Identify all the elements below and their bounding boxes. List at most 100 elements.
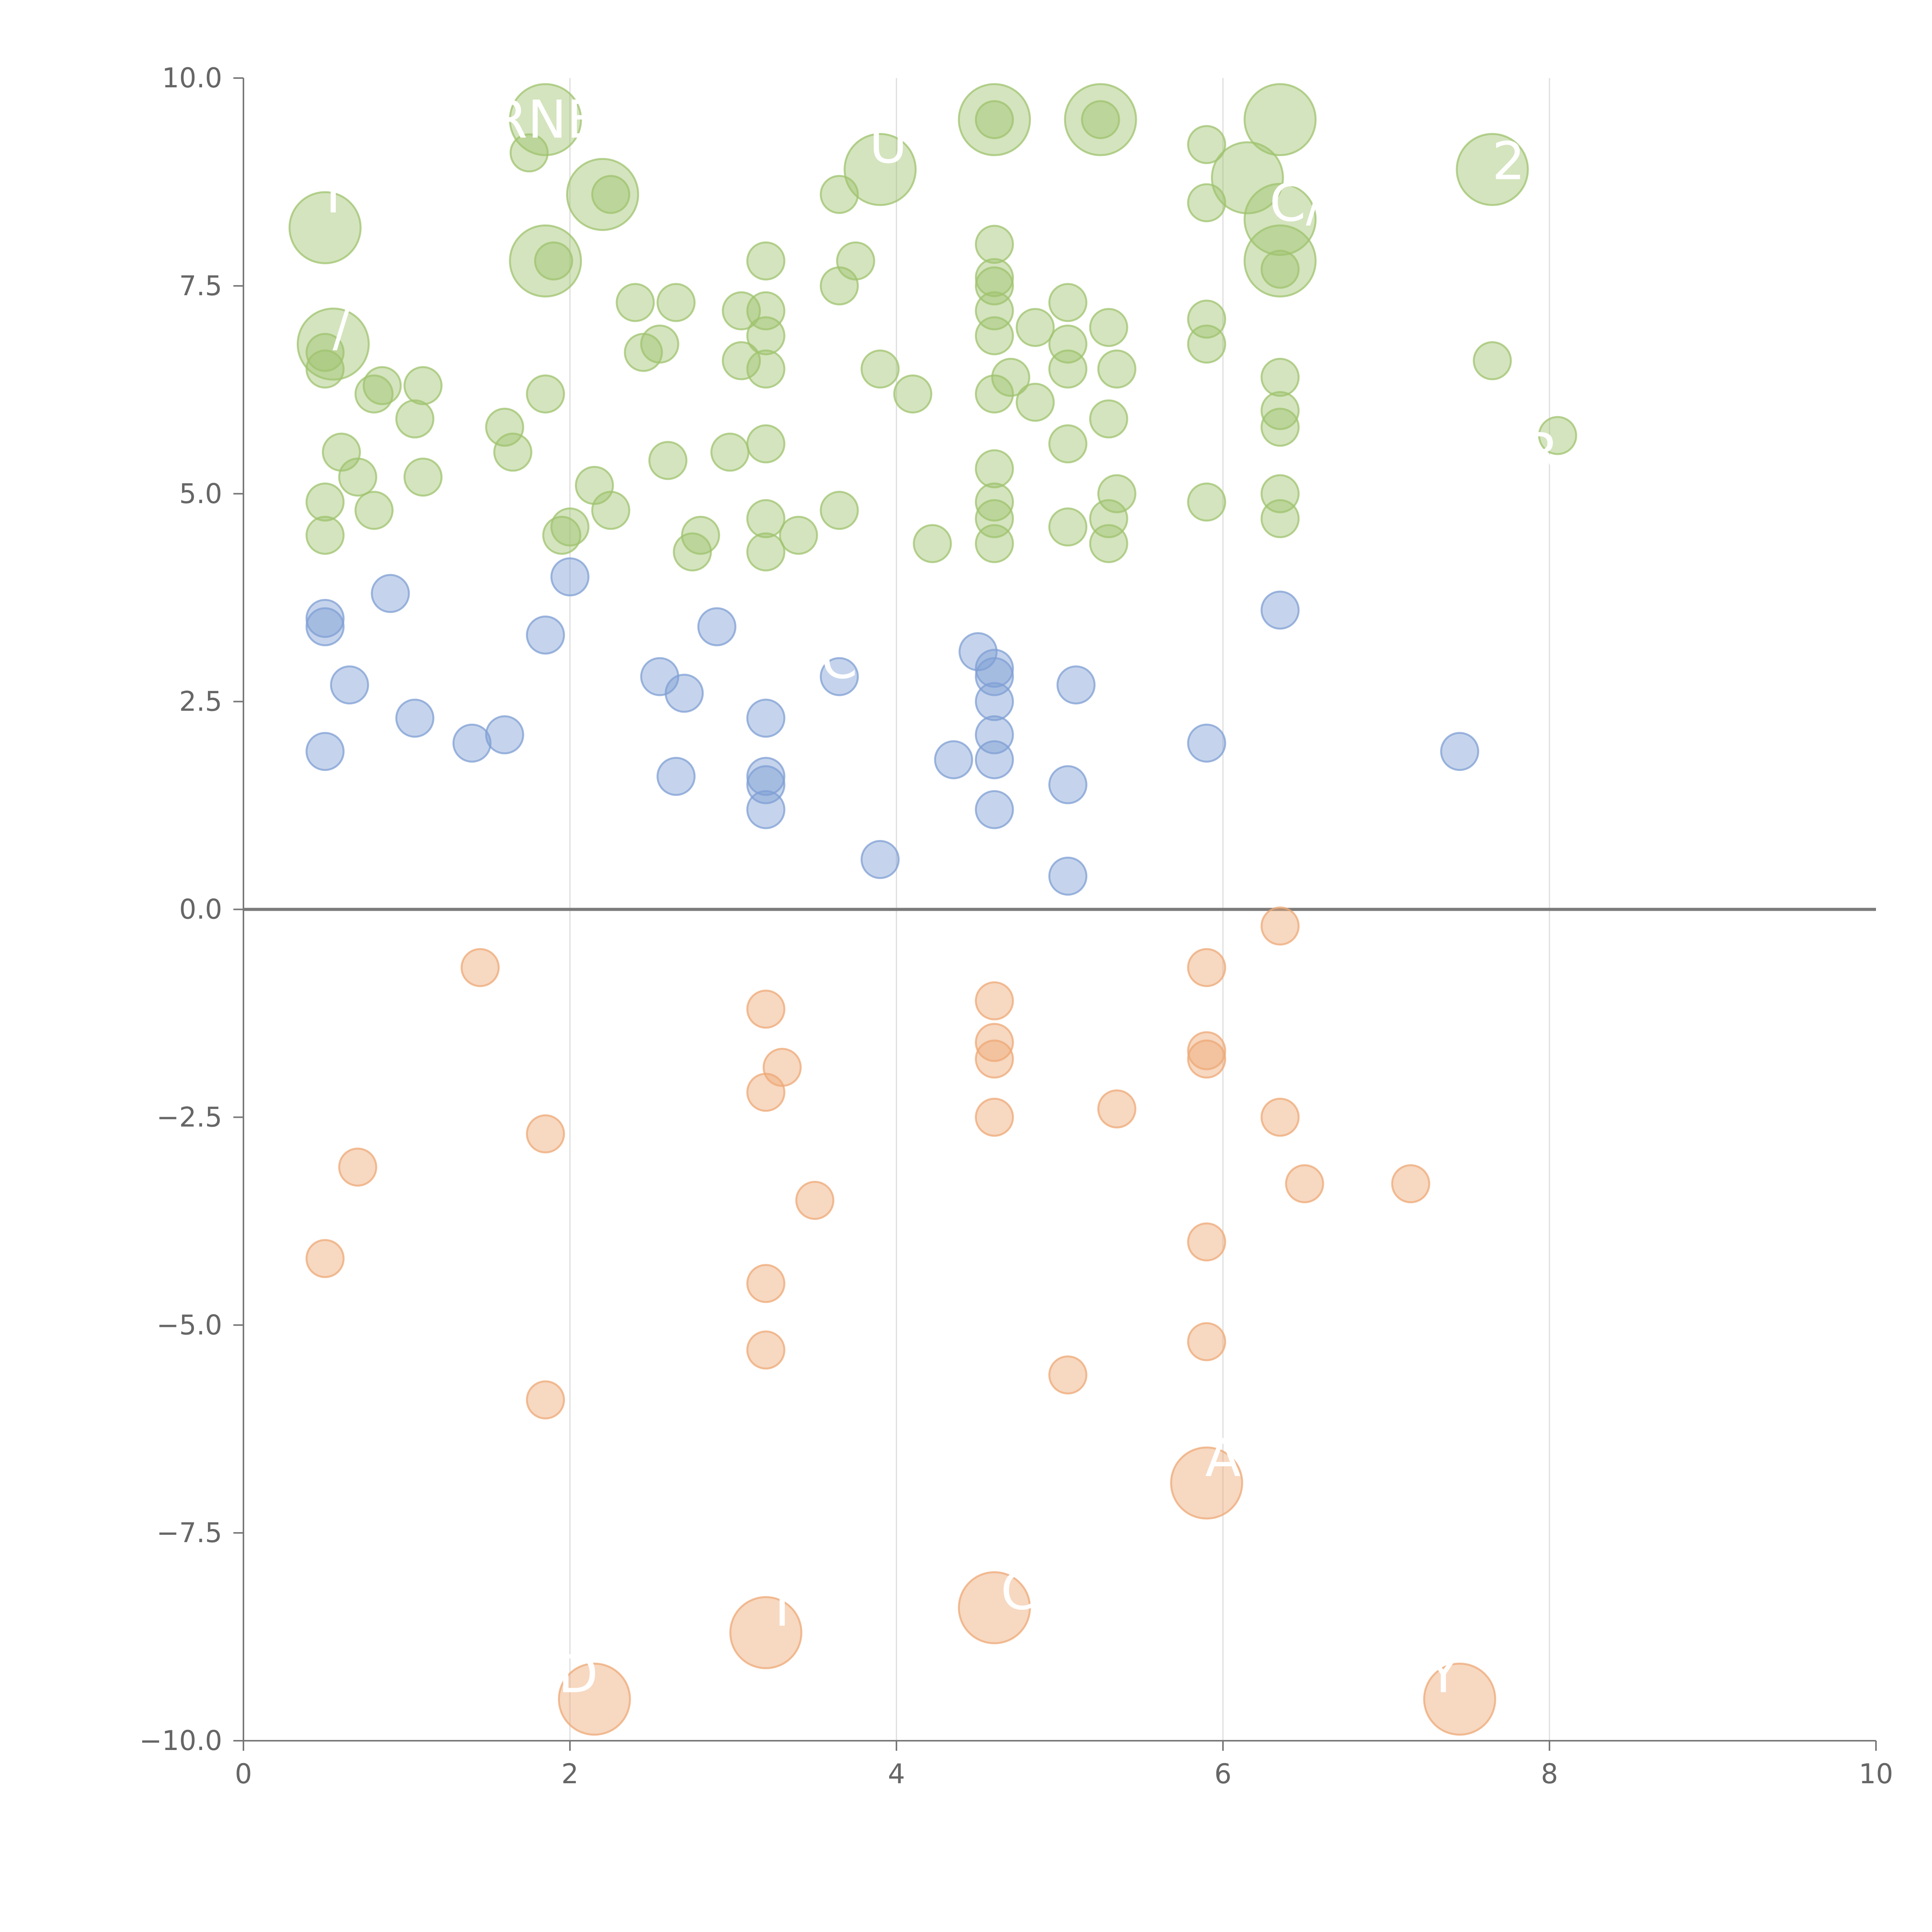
point-high-45 [893,374,932,414]
point-mid-28 [1048,765,1088,804]
point-mid-0 [305,599,345,638]
point-low-23 [1260,1097,1300,1137]
point-low-22 [1260,906,1300,946]
point-mid-18 [820,657,859,696]
big-point-high-8 [1211,141,1284,214]
point-label-3: U [869,114,907,175]
big-point-high-10 [1243,183,1317,256]
point-high-22 [616,283,655,322]
point-label-0: RNE [492,89,600,150]
y-tick-label-4: 0.0 [179,894,222,925]
point-mid-32 [1260,590,1300,630]
point-mid-8 [526,616,565,655]
big-point-low-1 [729,1596,803,1669]
point-high-85 [1538,416,1577,455]
point-high-10 [403,366,443,405]
point-high-79 [1260,358,1300,397]
point-high-48 [975,224,1014,264]
y-tick-label-1: 7.5 [179,270,222,302]
point-mid-26 [975,740,1014,779]
point-high-80 [1260,391,1300,430]
point-low-20 [1187,1222,1226,1262]
point-low-14 [975,1097,1014,1137]
point-high-3 [305,515,345,555]
big-point-low-3 [1170,1446,1243,1520]
point-high-5 [338,457,378,497]
big-point-high-4 [566,158,639,231]
point-high-29 [710,432,750,472]
point-high-49 [975,258,1014,297]
point-mid-30 [1056,665,1096,705]
point-high-32 [746,241,786,281]
y-tick-label-5: −2.5 [156,1101,222,1133]
point-low-15 [1048,1355,1088,1395]
point-mid-2 [305,732,345,771]
x-tick-label-4: 8 [1541,1758,1558,1790]
point-low-6 [746,1073,786,1112]
point-high-2 [305,482,345,522]
point-high-18 [550,507,590,547]
point-high-84 [1473,341,1512,381]
point-mid-20 [934,740,973,779]
point-high-24 [640,324,679,364]
point-high-66 [1081,100,1120,139]
big-point-high-5 [844,133,917,206]
big-point-high-12 [1456,133,1529,206]
point-high-57 [975,524,1014,563]
point-high-11 [403,457,443,497]
big-point-low-4 [1423,1662,1497,1736]
point-mid-17 [746,790,786,829]
point-high-26 [648,441,687,480]
point-high-59 [1015,308,1055,347]
x-tick-label-3: 6 [1214,1758,1232,1790]
point-mid-4 [371,574,410,613]
point-label-1: I [325,164,341,225]
x-tick-label-5: 10 [1859,1758,1893,1790]
point-high-4 [322,432,361,472]
point-high-34 [746,316,786,355]
point-mid-22 [975,649,1014,688]
point-low-3 [526,1114,565,1153]
point-high-61 [1048,283,1088,322]
point-low-25 [1391,1164,1430,1203]
point-high-46 [913,524,952,563]
point-mid-15 [746,757,786,796]
point-mid-33 [1440,732,1480,771]
point-label-13: Y [1427,1644,1459,1704]
point-low-12 [975,1023,1014,1062]
point-label-9: A [1205,1428,1241,1488]
point-mid-1 [305,607,345,646]
point-high-64 [1048,424,1088,464]
point-high-65 [1048,507,1088,547]
big-point-high-1 [296,307,370,381]
point-high-19 [575,466,614,505]
point-mid-19 [861,840,900,879]
point-mid-27 [975,790,1014,829]
point-mid-13 [697,607,736,646]
big-point-high-11 [1243,224,1317,298]
point-high-8 [354,491,394,530]
point-high-67 [1089,308,1128,347]
point-mid-29 [1048,856,1088,896]
point-high-39 [779,515,818,555]
point-high-63 [1048,349,1088,389]
point-high-83 [1260,499,1300,538]
big-point-high-0 [288,191,362,264]
point-label-10: C [1001,1561,1037,1621]
point-low-2 [461,948,500,987]
y-tick-label-0: 10.0 [162,62,222,94]
point-mid-31 [1187,723,1226,763]
point-label-5: 2 [1492,131,1525,192]
point-high-13 [493,432,532,472]
point-high-7 [362,366,402,405]
point-high-35 [746,349,786,389]
point-low-0 [305,1239,345,1278]
point-high-21 [591,491,631,530]
point-high-28 [681,515,720,555]
big-point-high-2 [509,83,582,156]
point-label-2: / [333,297,350,358]
point-high-54 [975,449,1014,488]
point-label-4: < [915,94,959,154]
point-high-31 [722,341,761,381]
